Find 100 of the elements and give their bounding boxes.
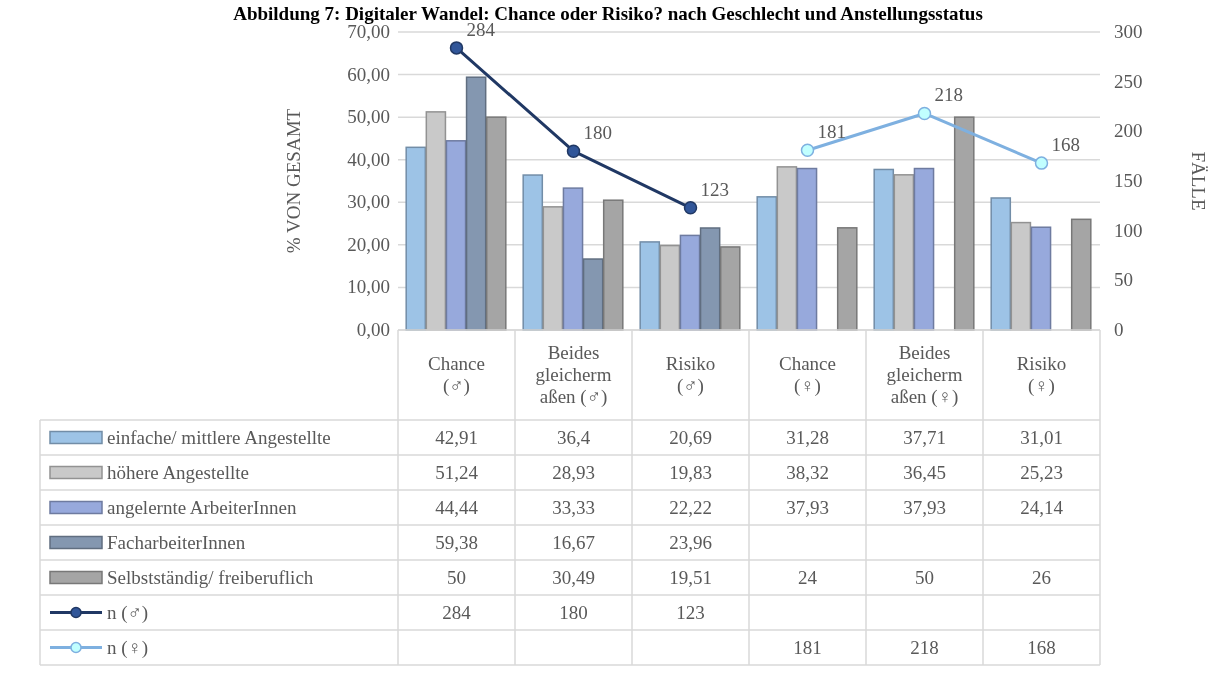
bar <box>776 166 798 331</box>
y-axis-title: % VON GESAMT <box>283 108 304 254</box>
bar <box>1070 218 1092 331</box>
data-label: 181 <box>793 636 822 658</box>
bar <box>542 206 564 331</box>
y2-tick-label: 300 <box>1114 21 1143 42</box>
data-label: 218 <box>910 636 939 658</box>
data-label: 33,33 <box>552 496 595 518</box>
bar <box>990 197 1012 331</box>
bar <box>699 227 721 331</box>
data-label: 25,23 <box>1020 461 1063 483</box>
legend-label: FacharbeiterInnen <box>107 531 246 553</box>
data-label: 24 <box>798 566 818 588</box>
data-label: 42,91 <box>435 426 478 448</box>
x-tick-label: Chance (♀) <box>779 353 836 397</box>
y2-tick-label: 200 <box>1114 120 1143 142</box>
data-label: 59,38 <box>435 531 478 553</box>
y-tick-label: 30,00 <box>347 191 390 213</box>
y-tick-label: 20,00 <box>347 233 390 255</box>
bar <box>913 167 935 331</box>
data-label: 19,51 <box>669 566 712 588</box>
data-label: 36,45 <box>903 461 946 483</box>
data-label: 26 <box>1032 566 1051 588</box>
data-label: 50 <box>915 566 934 588</box>
data-label: 50 <box>447 566 466 588</box>
bar <box>562 187 584 331</box>
point <box>683 201 698 215</box>
y-tick-label: 50,00 <box>347 106 390 128</box>
x-tick-label: Chance (♂) <box>428 353 485 397</box>
data-label: 38,32 <box>786 461 829 483</box>
point <box>917 106 932 121</box>
legend-label: angelernte ArbeiterInnen <box>107 496 297 518</box>
y-tick-label: 60,00 <box>347 63 390 85</box>
legend-label: einfache/ mittlere Angestellte <box>107 426 331 448</box>
y2-tick-label: 100 <box>1114 219 1143 241</box>
bar <box>405 146 427 331</box>
bar <box>1030 226 1052 331</box>
text: 181 <box>817 121 846 143</box>
data-label: 24,14 <box>1020 496 1064 518</box>
x-tick-label: Risiko (♂) <box>665 353 716 397</box>
bar <box>465 76 487 331</box>
data-label: 284 <box>442 601 472 623</box>
data-label: 31,01 <box>1020 426 1063 448</box>
data-label: 168 <box>1027 636 1056 658</box>
bar <box>522 174 544 331</box>
bar <box>836 227 858 331</box>
y-tick-label: 10,00 <box>347 276 390 298</box>
x-tick-label: Beides gleichermaßen (♂) <box>535 342 612 408</box>
bar <box>659 244 681 331</box>
legend-label: n (♂) <box>107 601 149 624</box>
bar <box>873 168 895 331</box>
point <box>1034 156 1049 170</box>
bar <box>582 258 604 331</box>
bar <box>796 167 818 331</box>
legend-label: n (♀) <box>107 636 149 659</box>
data-label: 23,96 <box>669 531 712 553</box>
y2-tick-label: 0 <box>1114 319 1124 340</box>
y2-tick-label: 150 <box>1114 170 1143 191</box>
legend-label: höhere Angestellte <box>107 461 249 483</box>
data-label: 30,49 <box>552 566 595 588</box>
data-label: 20,69 <box>669 426 712 448</box>
bar <box>893 174 915 331</box>
bar <box>639 241 661 331</box>
text: 168 <box>1051 134 1080 156</box>
point <box>566 144 581 158</box>
y-tick-label: 40,00 <box>347 148 390 170</box>
chart-title: Abbildung 7: Digitaler Wandel: Chance oder Risiko? nach Geschlecht und Anstellungsstatus <box>233 3 983 24</box>
text: 218 <box>934 84 963 106</box>
data-label: 36,4 <box>556 426 591 448</box>
data-label: 19,83 <box>669 461 712 483</box>
bar <box>679 234 701 331</box>
data-label: 22,22 <box>669 496 712 518</box>
bar <box>425 111 447 331</box>
data-label: 51,24 <box>435 461 479 483</box>
point <box>800 143 815 157</box>
bar <box>719 246 741 331</box>
data-label: 44,44 <box>435 496 479 518</box>
bar <box>1010 221 1032 331</box>
point <box>449 41 464 55</box>
data-label: 37,71 <box>903 426 946 448</box>
y-tick-label: 0,00 <box>356 319 390 340</box>
bar <box>445 140 467 331</box>
x-tick-label: Beides gleichermaßen (♀) <box>886 342 963 408</box>
y2-tick-label: 250 <box>1114 70 1143 92</box>
text: 123 <box>700 178 729 200</box>
bar <box>485 116 507 331</box>
data-label: 31,28 <box>786 426 829 448</box>
data-label: 37,93 <box>786 496 829 518</box>
bar <box>602 199 624 331</box>
data-label: 28,93 <box>552 461 595 483</box>
data-label: 16,67 <box>552 531 595 553</box>
legend-label: Selbstständig/ freiberuflich <box>107 566 314 588</box>
y2-axis-title: FÄLLE <box>1188 151 1209 211</box>
bar <box>756 196 778 331</box>
text: 180 <box>583 122 612 144</box>
bar <box>953 116 975 331</box>
x-tick-label: Risiko (♀) <box>1016 353 1067 397</box>
data-label: 180 <box>559 601 588 623</box>
data-label: 37,93 <box>903 496 946 518</box>
data-label: 123 <box>676 601 705 623</box>
